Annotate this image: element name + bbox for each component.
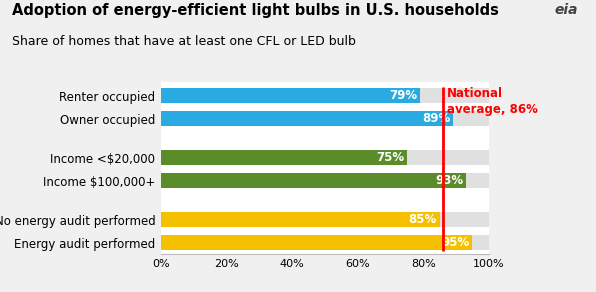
Bar — [161, 111, 453, 126]
Bar — [161, 235, 472, 250]
Text: 79%: 79% — [389, 89, 417, 102]
Text: eia: eia — [555, 3, 578, 17]
Text: 89%: 89% — [422, 112, 450, 125]
Text: National
average, 86%: National average, 86% — [447, 87, 538, 116]
Bar — [161, 88, 489, 103]
Text: Share of homes that have at least one CFL or LED bulb: Share of homes that have at least one CF… — [12, 35, 356, 48]
Text: 95%: 95% — [442, 236, 470, 249]
Bar — [161, 213, 439, 227]
Bar — [161, 111, 489, 126]
Text: 75%: 75% — [376, 151, 404, 164]
Bar — [161, 173, 466, 188]
Text: Adoption of energy-efficient light bulbs in U.S. households: Adoption of energy-efficient light bulbs… — [12, 3, 499, 18]
Bar — [161, 150, 406, 165]
Bar — [161, 173, 489, 188]
Bar — [161, 150, 489, 165]
Bar — [161, 88, 420, 103]
Text: 85%: 85% — [409, 213, 437, 226]
Text: 93%: 93% — [435, 174, 463, 187]
Bar — [161, 213, 489, 227]
Bar — [161, 235, 489, 250]
